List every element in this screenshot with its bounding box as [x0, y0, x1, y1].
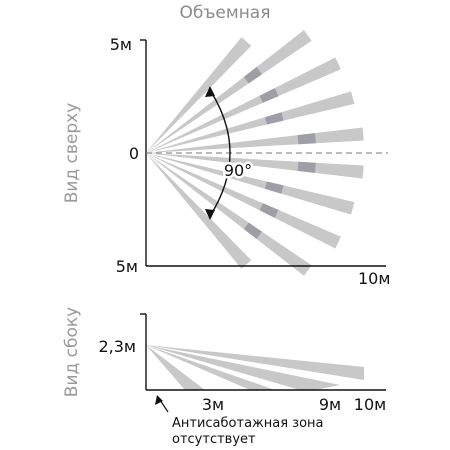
side-beam [146, 345, 340, 390]
top-beam-dark-segment [297, 161, 316, 173]
side-height-label: 2,3м [98, 337, 136, 356]
top-beam [146, 153, 312, 276]
top-beam-dark-segment [259, 88, 279, 103]
top-x-end-label: 10м [358, 269, 390, 288]
side-x-10-label: 10м [354, 395, 386, 414]
side-x-3-label: 3м [202, 395, 224, 414]
note-arrow-icon [155, 395, 163, 405]
angle-label: 90° [224, 161, 252, 180]
side-view-label: Вид сбоку [62, 307, 82, 397]
top-y-mid-label: 0 [129, 144, 139, 163]
angle-arrow-down-icon [205, 209, 215, 220]
top-beam-dark-segment [264, 112, 284, 125]
top-view-label: Вид сверху [62, 103, 82, 204]
note-arrow-line [159, 399, 169, 413]
diagram-title: Объемная [180, 3, 271, 23]
top-y-bottom-label: 5м [116, 257, 138, 276]
side-x-9-label: 9м [319, 395, 341, 414]
side-beam [146, 345, 364, 380]
top-beam [146, 153, 364, 179]
top-beam [146, 91, 355, 153]
top-beam-dark-segment [297, 133, 316, 145]
top-beam-dark-segment [243, 67, 262, 84]
top-beam [146, 153, 252, 269]
side-beam [146, 345, 275, 390]
angle-arrow-up-icon [205, 86, 215, 97]
top-beam [146, 153, 355, 215]
top-beam [146, 30, 312, 153]
top-beam-dark-segment [243, 222, 262, 239]
top-y-top-label: 5м [110, 35, 132, 54]
note-line-2: отсутствует [172, 432, 256, 447]
side-view-beams [146, 345, 364, 390]
angle-arc [209, 89, 231, 217]
top-view-beams [146, 30, 364, 276]
top-beam [146, 127, 364, 153]
top-beam [146, 153, 341, 249]
top-beam-dark-segment [259, 203, 279, 218]
top-beam [146, 57, 341, 153]
note-line-1: Антисаботажная зона [172, 416, 324, 431]
top-beam-dark-segment [264, 181, 284, 194]
top-beam [146, 37, 252, 154]
side-beam [146, 345, 205, 390]
